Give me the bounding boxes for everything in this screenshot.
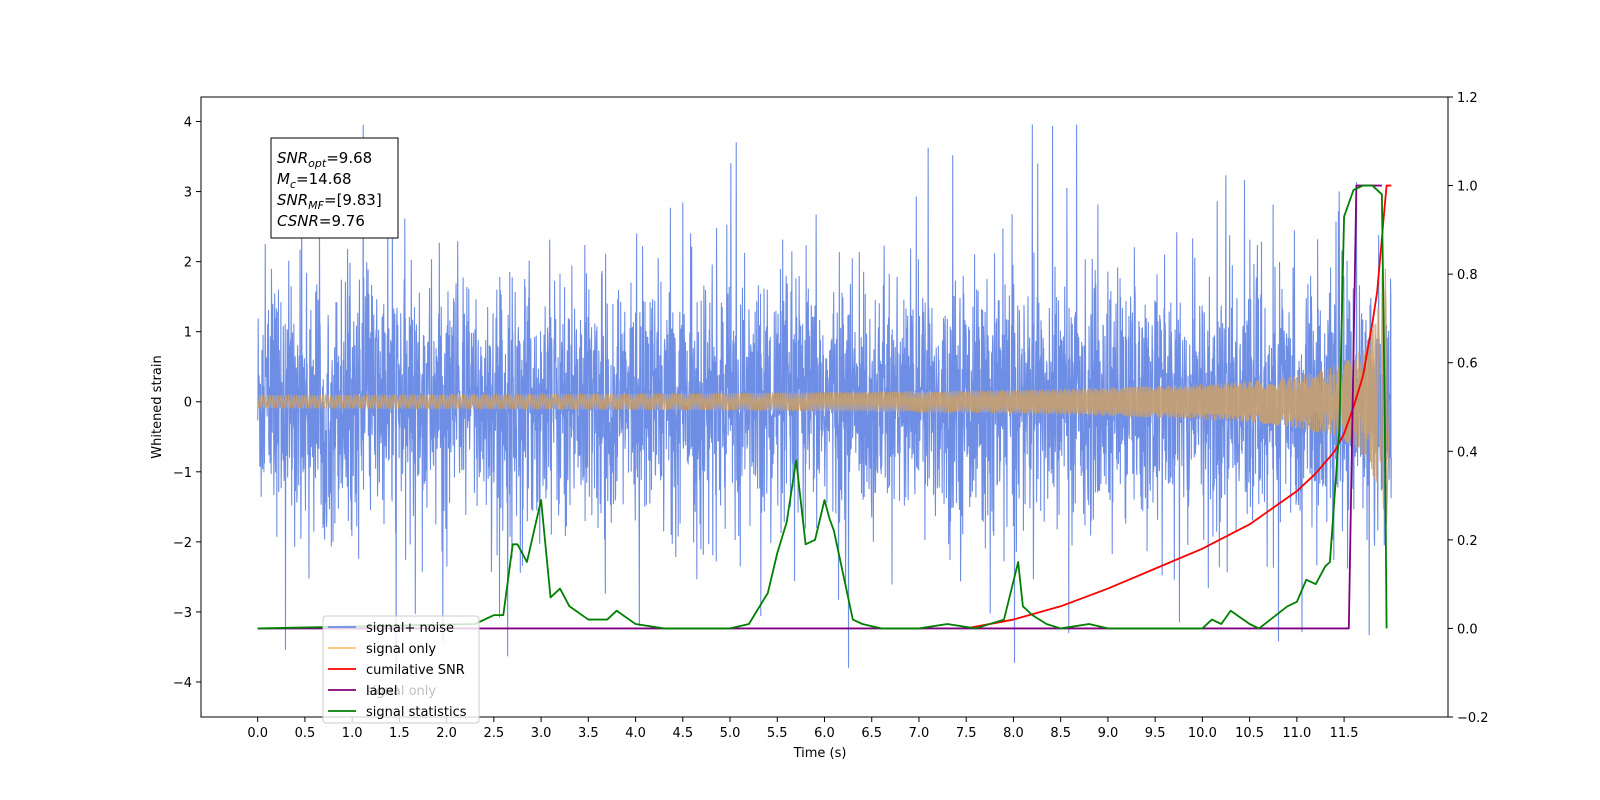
legend-label: cumilative SNR bbox=[366, 663, 465, 678]
series-signal-only bbox=[257, 268, 1392, 524]
x-tick-label: 10.5 bbox=[1235, 726, 1264, 741]
annotation-symbol: M bbox=[277, 170, 290, 188]
x-tick-label: 11.5 bbox=[1330, 726, 1359, 741]
y-tick-label: 4 bbox=[184, 116, 192, 131]
annotation-value: =[9.83] bbox=[324, 191, 382, 209]
y-axis-label: Whitened strain bbox=[150, 355, 165, 458]
x-tick-label: 8.0 bbox=[1003, 726, 1024, 741]
annotation-line: CSNR=9.76 bbox=[277, 212, 365, 230]
x-tick-label: 1.0 bbox=[342, 726, 363, 741]
x-tick-label: 6.0 bbox=[814, 726, 835, 741]
legend-label: signal only bbox=[366, 642, 436, 657]
y2-tick-label: −0.2 bbox=[1457, 711, 1489, 726]
annotation-line: Mc=14.68 bbox=[277, 170, 352, 191]
y-tick-label: 0 bbox=[184, 396, 192, 411]
legend-frame bbox=[322, 615, 480, 724]
x-tick-label: 0.5 bbox=[295, 726, 316, 741]
y2-tick-label: 1.2 bbox=[1457, 91, 1478, 106]
y-tick-label: 1 bbox=[184, 326, 192, 341]
x-tick-label: 11.0 bbox=[1282, 726, 1311, 741]
series-signal-noise bbox=[257, 124, 1392, 668]
annotation-symbol: SNR bbox=[277, 149, 308, 167]
x-tick-label: 5.0 bbox=[720, 726, 741, 741]
y-tick-label: −3 bbox=[173, 606, 192, 621]
annotation-value: =9.76 bbox=[319, 212, 365, 230]
annotation-value: =14.68 bbox=[296, 170, 352, 188]
y2-tick-label: 0.4 bbox=[1457, 445, 1478, 460]
y2-tick-label: 0.0 bbox=[1457, 622, 1478, 637]
x-tick-label: 0.0 bbox=[247, 726, 268, 741]
legend-occluded-label: signal only bbox=[366, 684, 436, 699]
y2-tick-label: 0.2 bbox=[1457, 534, 1478, 549]
x-tick-label: 7.5 bbox=[956, 726, 977, 741]
x-tick-label: 2.0 bbox=[436, 726, 457, 741]
y2-tick-label: 0.8 bbox=[1457, 268, 1478, 283]
annotation-value: =9.68 bbox=[326, 149, 372, 167]
annotation-subscript: c bbox=[290, 178, 296, 191]
x-tick-label: 10.0 bbox=[1188, 726, 1217, 741]
annotation-line: SNRopt=9.68 bbox=[277, 149, 372, 170]
x-tick-label: 6.5 bbox=[861, 726, 882, 741]
series-signal-statistics bbox=[257, 184, 1388, 630]
y-tick-label: −1 bbox=[173, 466, 192, 481]
x-tick-label: 9.5 bbox=[1145, 726, 1166, 741]
x-tick-label: 4.5 bbox=[672, 726, 693, 741]
x-tick-label: 5.5 bbox=[767, 726, 788, 741]
axes-layer: 0.0 0.5 1.0 1.5 2.0 2.5 3.0 3.5 4.0 4.5 5.0 5.5 6.0 6… bbox=[173, 91, 1489, 741]
y2-tick-label: 1.0 bbox=[1457, 180, 1478, 195]
x-axis-label: Time (s) bbox=[793, 746, 847, 761]
annotation-frame bbox=[270, 137, 399, 239]
annotation-subscript: opt bbox=[308, 157, 327, 170]
x-tick-label: 2.5 bbox=[484, 726, 505, 741]
annotation-symbol: SNR bbox=[277, 191, 308, 209]
y2-tick-label: 0.6 bbox=[1457, 357, 1478, 372]
x-tick-label: 8.5 bbox=[1050, 726, 1071, 741]
legend-label: signal+ noise bbox=[366, 621, 454, 636]
y-tick-label: −2 bbox=[173, 536, 192, 551]
y-tick-label: 3 bbox=[184, 186, 192, 201]
x-tick-label: 1.5 bbox=[389, 726, 410, 741]
legend-label: signal statistics bbox=[366, 705, 467, 720]
y-tick-label: 2 bbox=[184, 256, 192, 271]
annotation-subscript: MF bbox=[308, 199, 324, 212]
annotation-line: SNRMF=[9.83] bbox=[277, 191, 382, 212]
annotation-symbol: CSNR bbox=[277, 212, 319, 230]
y-tick-label: −4 bbox=[173, 676, 192, 691]
legend: signal+ noise signal only cumilative SNR la… bbox=[322, 615, 480, 724]
x-tick-label: 9.0 bbox=[1098, 726, 1119, 741]
x-tick-label: 4.0 bbox=[625, 726, 646, 741]
x-tick-label: 7.0 bbox=[909, 726, 930, 741]
legend-label: label bbox=[366, 684, 397, 699]
series-layer bbox=[257, 124, 1392, 668]
x-tick-label: 3.0 bbox=[531, 726, 552, 741]
x-tick-label: 3.5 bbox=[578, 726, 599, 741]
